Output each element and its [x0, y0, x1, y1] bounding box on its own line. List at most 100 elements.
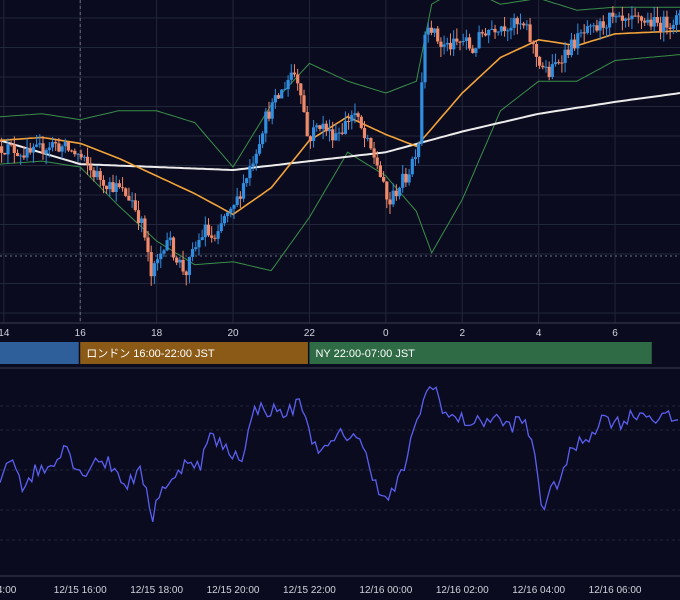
candle-body	[458, 41, 462, 43]
candle-body	[168, 237, 172, 241]
candle-body	[101, 179, 106, 186]
candle-body	[343, 121, 347, 134]
candle-body	[89, 164, 93, 171]
price-grid	[0, 0, 680, 323]
candle-body	[592, 25, 596, 27]
candle-body	[433, 28, 437, 33]
candle-body	[563, 49, 567, 63]
candle-body	[509, 27, 513, 31]
candle-body	[331, 129, 335, 141]
candle-body	[149, 252, 153, 277]
candle-body	[627, 18, 631, 20]
candle-body	[308, 136, 312, 142]
candle-body	[585, 26, 589, 33]
candle-body	[636, 15, 640, 17]
fast-moving-average-line	[0, 30, 680, 216]
candle-body	[471, 48, 475, 53]
candle-body	[312, 127, 316, 141]
candle-body	[31, 146, 35, 153]
candle-body	[678, 13, 680, 16]
candle-body	[130, 200, 134, 202]
candle-body	[302, 95, 306, 112]
candle-body	[6, 144, 10, 155]
candle-body	[22, 155, 26, 158]
candle-body	[598, 21, 602, 31]
candle-body	[305, 112, 309, 137]
candle-body	[171, 237, 176, 258]
candle-body	[614, 16, 618, 18]
candle-body	[671, 24, 675, 29]
candle-body	[420, 82, 424, 144]
candle-body	[442, 44, 446, 47]
candle-body	[633, 15, 637, 17]
candle-body	[525, 24, 529, 26]
session-london-block	[80, 342, 308, 364]
candle-body	[388, 199, 392, 205]
candle-body	[324, 123, 328, 132]
price-axis-tick-label: 4	[536, 328, 542, 339]
candle-body	[114, 183, 118, 192]
candle-body	[60, 146, 64, 152]
candle-body	[92, 170, 96, 178]
candle-body	[73, 150, 77, 155]
candle-body	[413, 157, 417, 159]
candle-body	[0, 146, 4, 153]
candle-body	[270, 102, 274, 119]
candle-body	[394, 190, 398, 197]
candle-body	[560, 62, 564, 64]
candle-body	[674, 15, 679, 25]
candle-body	[140, 218, 144, 223]
candle-body	[620, 15, 624, 21]
candle-body	[289, 72, 293, 80]
candle-body	[369, 138, 373, 149]
candle-body	[165, 240, 169, 251]
candle-body	[617, 15, 621, 17]
candle-body	[19, 155, 23, 157]
candle-body	[108, 182, 112, 190]
candle-body	[487, 30, 491, 36]
candle-body	[321, 123, 325, 129]
price-axis-tick-label: 14	[0, 328, 10, 339]
candle-body	[79, 153, 83, 158]
candle-body	[445, 42, 449, 45]
candle-body	[175, 257, 179, 263]
candle-body	[649, 19, 653, 27]
session-london-label: ロンドン 16:00-22:00 JST	[86, 348, 215, 360]
candle-body	[241, 183, 246, 199]
candle-body	[184, 271, 188, 276]
candle-body	[117, 183, 121, 188]
candle-body	[105, 185, 109, 190]
candle-body	[28, 148, 32, 153]
candle-body	[54, 142, 58, 144]
candle-body	[257, 144, 262, 154]
candle-body	[477, 32, 481, 49]
candle-body	[146, 237, 150, 253]
candle-body	[38, 143, 42, 145]
candle-body	[210, 235, 214, 238]
candle-body	[226, 212, 230, 217]
candle-body	[350, 115, 354, 122]
candle-body	[356, 113, 360, 117]
candle-body	[66, 142, 70, 151]
time-axis-tick-label: 12/15 18:00	[130, 585, 183, 596]
candle-body	[397, 187, 402, 197]
candle-body	[318, 125, 322, 129]
candle-body	[573, 39, 577, 49]
candle-body	[159, 253, 163, 260]
candle-body	[25, 148, 29, 158]
candle-body	[254, 153, 258, 164]
candle-body	[136, 210, 141, 224]
price-axis-tick-label: 2	[459, 328, 465, 339]
candle-body	[283, 89, 287, 91]
candle-body	[639, 16, 644, 21]
candle-body	[522, 23, 526, 26]
candle-body	[82, 156, 86, 158]
time-axis-tick-label: 14:00	[0, 585, 17, 596]
candle-body	[503, 26, 507, 31]
candle-body	[359, 116, 363, 128]
candle-body	[15, 153, 20, 156]
candle-body	[194, 247, 198, 249]
candle-body	[286, 79, 290, 90]
